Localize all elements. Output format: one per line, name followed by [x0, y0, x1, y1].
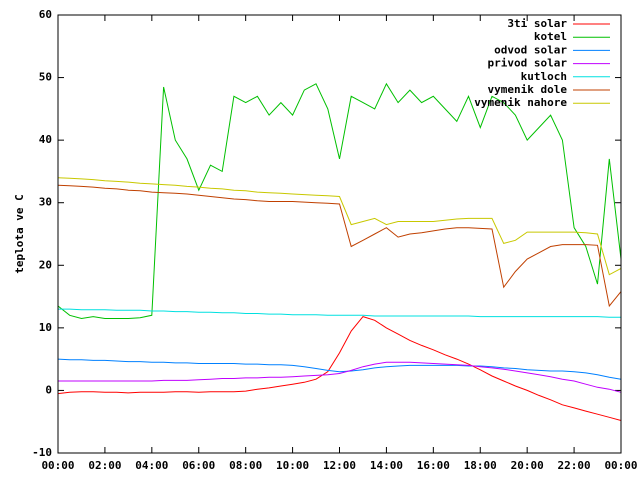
- y-tick-label: 60: [39, 8, 52, 21]
- series-line: [58, 361, 622, 393]
- legend-label: odvod solar: [494, 43, 567, 56]
- x-tick-label: 04:00: [135, 459, 168, 472]
- x-tick-label: 02:00: [88, 459, 121, 472]
- x-tick-label: 08:00: [229, 459, 262, 472]
- legend-label: kotel: [534, 30, 567, 43]
- y-tick-label: 20: [39, 258, 52, 271]
- x-tick-label: 10:00: [276, 459, 309, 472]
- y-tick-label: -10: [32, 446, 52, 459]
- x-tick-label: 18:00: [464, 459, 497, 472]
- y-tick-label: 50: [39, 71, 52, 84]
- x-tick-label: 16:00: [417, 459, 450, 472]
- x-tick-label: 14:00: [370, 459, 403, 472]
- plot-border: [57, 14, 622, 454]
- x-tick-label: 22:00: [558, 459, 591, 472]
- x-tick-label: 06:00: [182, 459, 215, 472]
- y-tick-label: 30: [39, 196, 52, 209]
- series-line: [57, 82, 622, 320]
- series-line: [57, 316, 622, 421]
- y-tick-label: 40: [39, 133, 52, 146]
- legend-label: vymenik dole: [488, 83, 568, 96]
- x-tick-label: 20:00: [511, 459, 544, 472]
- series-line: [57, 358, 622, 380]
- legend-label: kutloch: [521, 70, 567, 83]
- series-line: [58, 308, 621, 318]
- x-tick-label: 00:00: [604, 459, 637, 472]
- y-tick-label: 10: [39, 321, 52, 334]
- x-tick-label: 00:00: [41, 459, 74, 472]
- legend-label: privod solar: [488, 57, 568, 70]
- y-axis-label: teplota ve C: [13, 194, 26, 273]
- legend-label: vymenik nahore: [474, 96, 567, 109]
- y-tick-label: 0: [45, 383, 52, 396]
- series-line: [57, 184, 622, 308]
- x-tick-label: 12:00: [323, 459, 356, 472]
- series-line: [57, 177, 622, 276]
- legend-label: 3ti solar: [507, 17, 567, 30]
